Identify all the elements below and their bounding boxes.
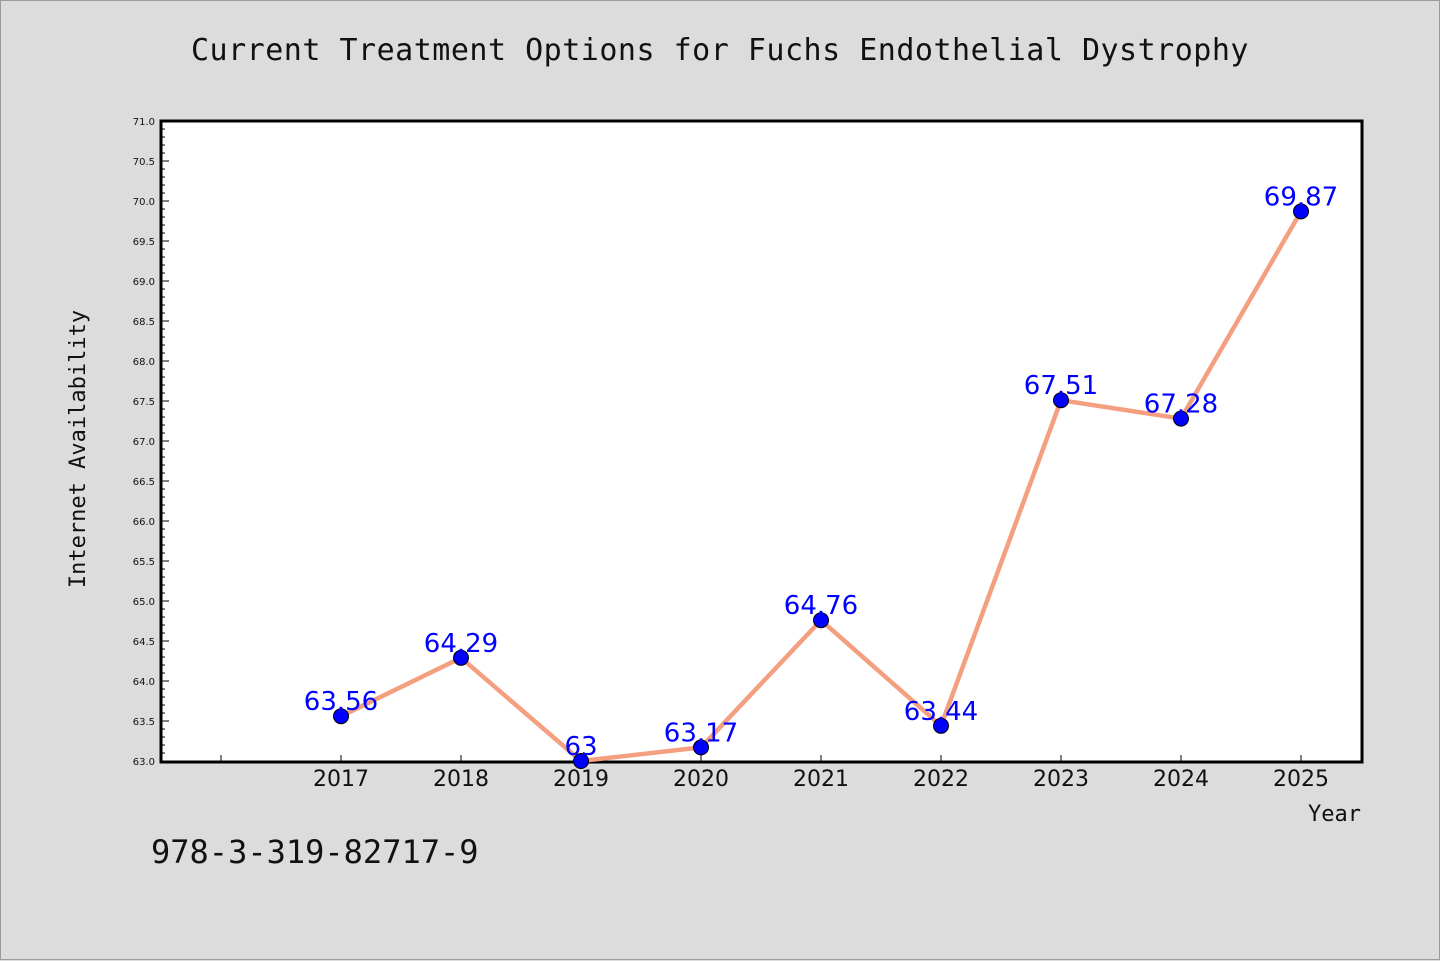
y-axis-label: Internet Availability [66, 310, 91, 588]
x-tick-label: 2019 [553, 767, 609, 792]
data-label: 67.28 [1144, 390, 1218, 420]
y-tick-label: 66.0 [133, 517, 155, 528]
y-tick-label: 63.0 [133, 757, 155, 768]
data-point [453, 649, 469, 666]
x-axis-ticks: 2017 2018 2019 2020 2021 2022 2023 2024 2025 [220, 755, 1329, 792]
data-point [813, 612, 829, 629]
data-point [693, 739, 709, 756]
y-tick-label: 64.0 [133, 677, 155, 688]
plot-area [159, 119, 1364, 764]
data-label: 67.51 [1024, 371, 1098, 401]
data-label: 63.17 [664, 718, 738, 748]
y-tick-label: 71.0 [133, 117, 155, 128]
data-series [333, 203, 1309, 769]
footer-isbn: 978-3-319-82717-9 [151, 833, 479, 871]
data-point [933, 717, 949, 734]
y-tick-label: 63.5 [133, 717, 155, 728]
y-tick-label: 69.0 [133, 277, 155, 288]
data-label: 63 [564, 732, 597, 762]
y-tick-label: 65.0 [133, 597, 155, 608]
y-tick-label: 68.0 [133, 357, 155, 368]
y-tick-label: 64.5 [133, 637, 155, 648]
x-tick-label: 2017 [313, 767, 369, 792]
x-tick-label: 2023 [1033, 767, 1089, 792]
y-tick-label: 67.0 [133, 437, 155, 448]
y-tick-label: 67.5 [133, 397, 155, 408]
x-tick-label: 2018 [433, 767, 489, 792]
y-tick-label: 69.5 [133, 237, 155, 248]
x-tick-label: 2021 [793, 767, 849, 792]
y-axis-ticks: 63.0 63.5 64.0 64.5 65.0 65.5 66.0 66.5 67.0 67.5… [133, 117, 169, 768]
data-point [573, 753, 589, 769]
data-label: 63.44 [904, 697, 978, 727]
y-tick-label: 70.0 [133, 197, 155, 208]
data-point [333, 708, 349, 725]
data-label: 63.56 [304, 687, 378, 717]
data-point [1293, 203, 1309, 220]
y-tick-label: 68.5 [133, 317, 155, 328]
data-label: 64.29 [424, 629, 498, 659]
chart-title: Current Treatment Options for Fuchs Endo… [190, 33, 1249, 68]
data-point [1173, 410, 1189, 427]
data-label: 64.76 [784, 591, 858, 621]
data-labels: 63.56 64.29 63 63.17 64.76 63.44 67.51 67.28 69.… [304, 182, 1338, 762]
x-tick-label: 2020 [673, 767, 729, 792]
x-axis-label: Year [1308, 802, 1361, 827]
x-tick-label: 2025 [1273, 767, 1329, 792]
data-label: 69.87 [1264, 182, 1338, 212]
y-tick-label: 70.5 [133, 157, 155, 168]
y-tick-label: 66.5 [133, 477, 155, 488]
x-tick-label: 2022 [913, 767, 969, 792]
x-tick-label: 2024 [1153, 767, 1209, 792]
y-tick-label: 65.5 [133, 557, 155, 568]
data-point [1053, 392, 1069, 409]
